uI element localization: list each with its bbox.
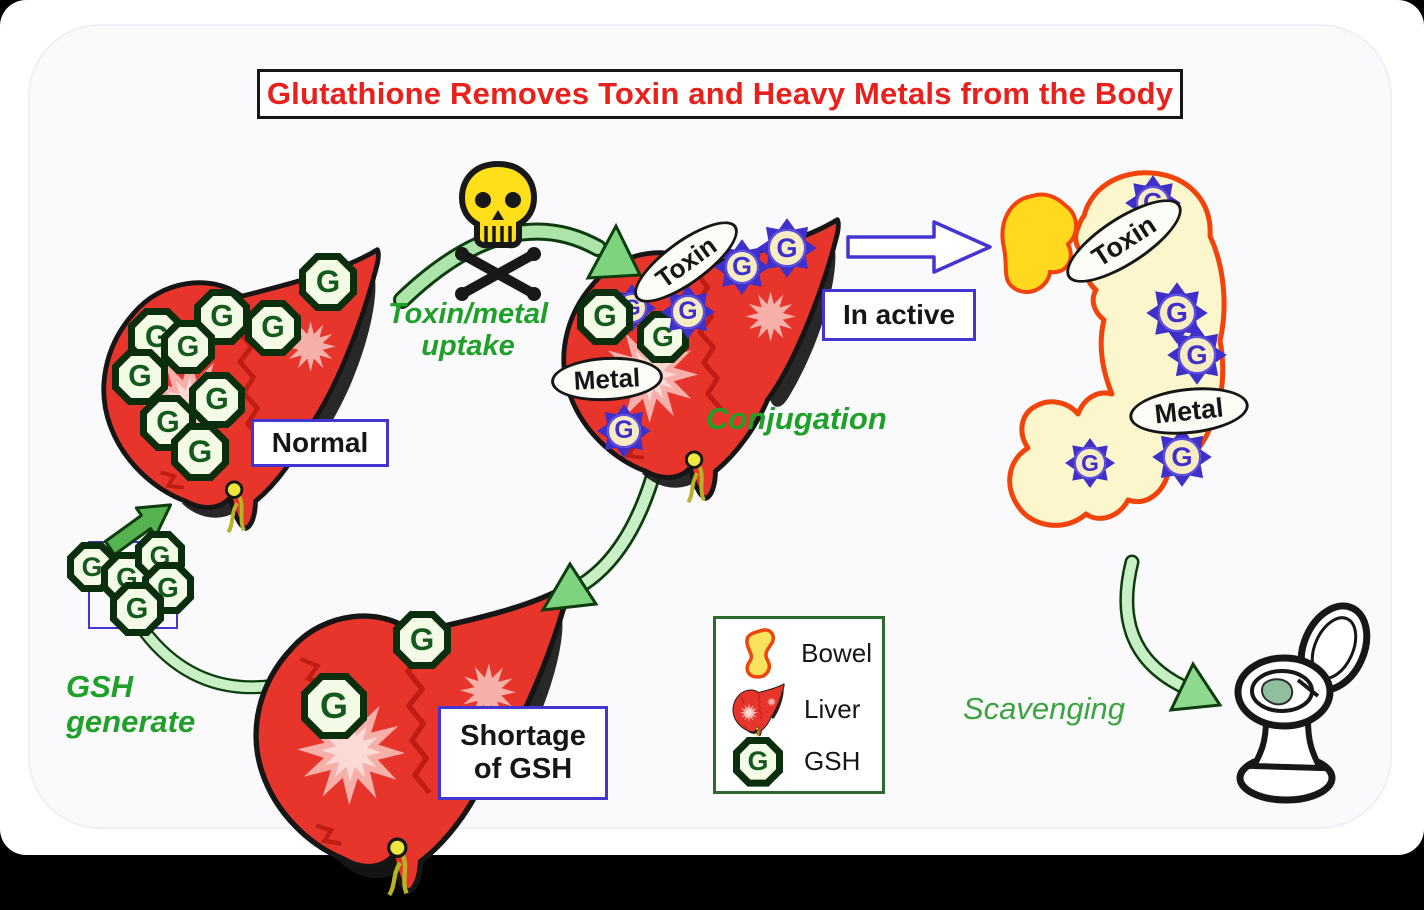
gsh-letter: G	[128, 360, 151, 394]
legend-item: G GSH	[726, 739, 872, 785]
legend-box: Bowel Liver G GSH	[713, 616, 885, 794]
gsh-generate-label: GSH generate	[66, 670, 195, 739]
shortage-label: Shortage of GSH	[438, 706, 608, 800]
gsh-badge: G	[247, 302, 299, 354]
gsh-letter: G	[177, 331, 200, 364]
gsh-badge: G	[191, 374, 243, 426]
legend-label: Liver	[804, 694, 860, 725]
gsh-letter: G	[205, 383, 228, 417]
gsh-letter: G	[126, 593, 149, 626]
gsh-letter: G	[732, 253, 752, 282]
gsh-letter: G	[210, 300, 233, 334]
gsh-letter: G	[748, 746, 769, 777]
stomach-blob	[1002, 194, 1076, 292]
gsh-letter: G	[614, 417, 633, 445]
uptake-line2: uptake	[348, 330, 588, 362]
gsh-icon: G	[726, 739, 790, 785]
conjugated-gsh-badge: G	[1064, 437, 1116, 489]
gsh-badge: G	[395, 613, 449, 667]
conjugated-gsh-badge: G	[1166, 324, 1228, 386]
legend-label: Bowel	[801, 638, 872, 669]
scavenging-label: Scavenging	[963, 692, 1125, 727]
gsh-badge: G	[301, 255, 355, 309]
gsh-letter: G	[1081, 450, 1099, 477]
gsh-letter: G	[593, 300, 616, 334]
legend-label: GSH	[804, 746, 860, 777]
inactive-arrow	[840, 214, 998, 282]
gsh-badge: G	[163, 322, 213, 372]
gsh-letter: G	[678, 298, 697, 326]
metal-label: Metal	[573, 362, 641, 396]
inactive-text: In active	[843, 299, 955, 331]
normal-text: Normal	[272, 427, 368, 459]
page-title: Glutathione Removes Toxin and Heavy Meta…	[257, 69, 1183, 119]
gsh-badge: G	[112, 584, 162, 634]
liver-icon	[726, 682, 790, 738]
conjugation-label: Conjugation	[706, 402, 887, 437]
shortage-line2: of GSH	[474, 753, 572, 786]
bowel-icon	[726, 625, 787, 681]
conjugated-gsh-badge: G	[756, 217, 818, 279]
uptake-label: Toxin/metal uptake	[348, 298, 588, 363]
gsh-letter: G	[82, 552, 103, 583]
normal-label: Normal	[251, 419, 389, 467]
inactive-label: In active	[822, 289, 976, 341]
gsh-letter: G	[776, 232, 797, 264]
gsh-letter: G	[410, 622, 434, 658]
uptake-line1: Toxin/metal	[348, 298, 588, 330]
legend-item: Liver	[726, 682, 872, 738]
skull-crossbones-icon	[448, 158, 548, 313]
gsh-letter: G	[320, 685, 348, 727]
gsh-letter: G	[1171, 441, 1192, 473]
conjugated-gsh-badge: G	[1151, 426, 1213, 488]
gsh-letter: G	[1186, 339, 1207, 371]
scavenging-arrow	[1108, 552, 1293, 732]
shortage-line1: Shortage	[460, 720, 586, 753]
conjugated-gsh-badge: G	[596, 403, 652, 459]
metal-label: Metal	[1153, 392, 1225, 430]
gsh-badge: G	[173, 425, 227, 479]
generate-line2: generate	[66, 705, 195, 740]
generate-line1: GSH	[66, 670, 195, 705]
gsh-badge: G	[303, 675, 365, 737]
legend-item: Bowel	[726, 625, 872, 681]
gsh-letter: G	[261, 311, 284, 345]
gsh-letter: G	[188, 434, 212, 470]
gsh-letter: G	[316, 264, 340, 300]
